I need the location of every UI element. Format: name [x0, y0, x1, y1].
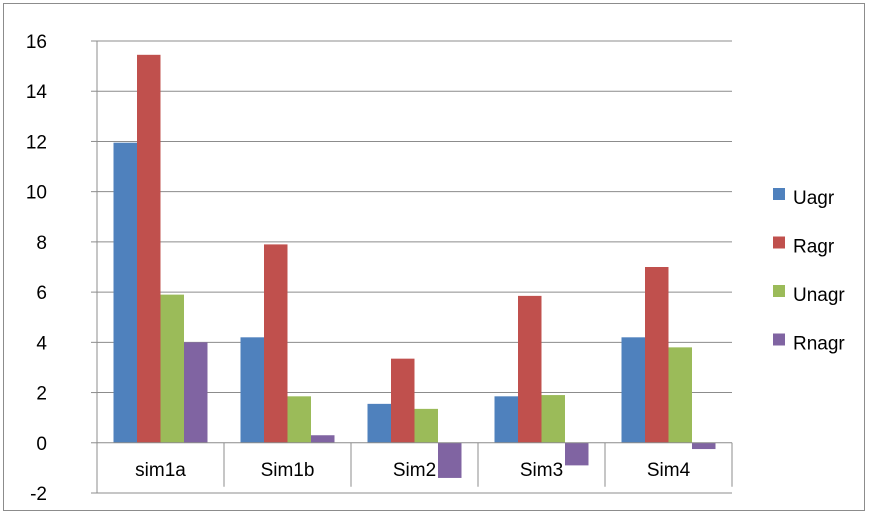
y-tick-label: -2	[30, 484, 47, 505]
bar-uagr-sim1b	[240, 337, 264, 443]
x-tick-label: sim1a	[135, 460, 186, 481]
legend-label-ragr: Ragr	[793, 237, 835, 258]
bar-rnagr-sim2	[438, 442, 462, 478]
bar-ragr-sim3	[518, 295, 542, 443]
bar-rnagr-sim4	[692, 442, 716, 450]
bar-unagr-sim1b	[287, 396, 311, 443]
y-tick-label: 10	[26, 183, 47, 204]
bar-ragr-sim1a	[137, 54, 161, 443]
y-tick-label: 6	[36, 283, 47, 304]
legend-label-uagr: Uagr	[793, 188, 835, 209]
y-tick-label: 2	[36, 384, 47, 405]
x-tick-label: Sim3	[520, 460, 563, 481]
bar-unagr-sim4	[668, 347, 692, 443]
y-tick-label: 8	[36, 233, 47, 254]
bar-rnagr-sim3	[565, 442, 589, 466]
y-tick-label: 16	[26, 32, 47, 53]
legend-swatch-uagr	[773, 188, 785, 200]
x-tick-label: Sim4	[647, 460, 691, 481]
bar-uagr-sim1a	[113, 142, 137, 443]
legend-swatch-rnagr	[773, 333, 785, 346]
x-tick-label: Sim1b	[261, 460, 315, 481]
y-tick-label: 4	[36, 333, 47, 354]
bar-unagr-sim2	[414, 408, 438, 443]
bar-uagr-sim2	[367, 403, 391, 443]
y-tick-label: 14	[26, 82, 48, 103]
bar-ragr-sim2	[391, 358, 415, 443]
legend-swatch-unagr	[773, 285, 785, 297]
bar-unagr-sim3	[541, 395, 565, 443]
bar-uagr-sim4	[621, 337, 645, 443]
legend-label-unagr: Unagr	[793, 285, 845, 306]
legend-label-rnagr: Rnagr	[793, 334, 845, 355]
bar-unagr-sim1a	[160, 294, 184, 443]
bar-rnagr-sim1b	[311, 435, 335, 443]
x-tick-label: Sim2	[393, 460, 436, 481]
bar-uagr-sim3	[494, 396, 518, 443]
bar-rnagr-sim1a	[184, 342, 208, 443]
bar-ragr-sim4	[645, 267, 669, 443]
legend-swatch-ragr	[773, 236, 785, 249]
bar-ragr-sim1b	[264, 244, 288, 443]
y-tick-label: 0	[36, 434, 47, 455]
y-tick-label: 12	[26, 132, 47, 153]
